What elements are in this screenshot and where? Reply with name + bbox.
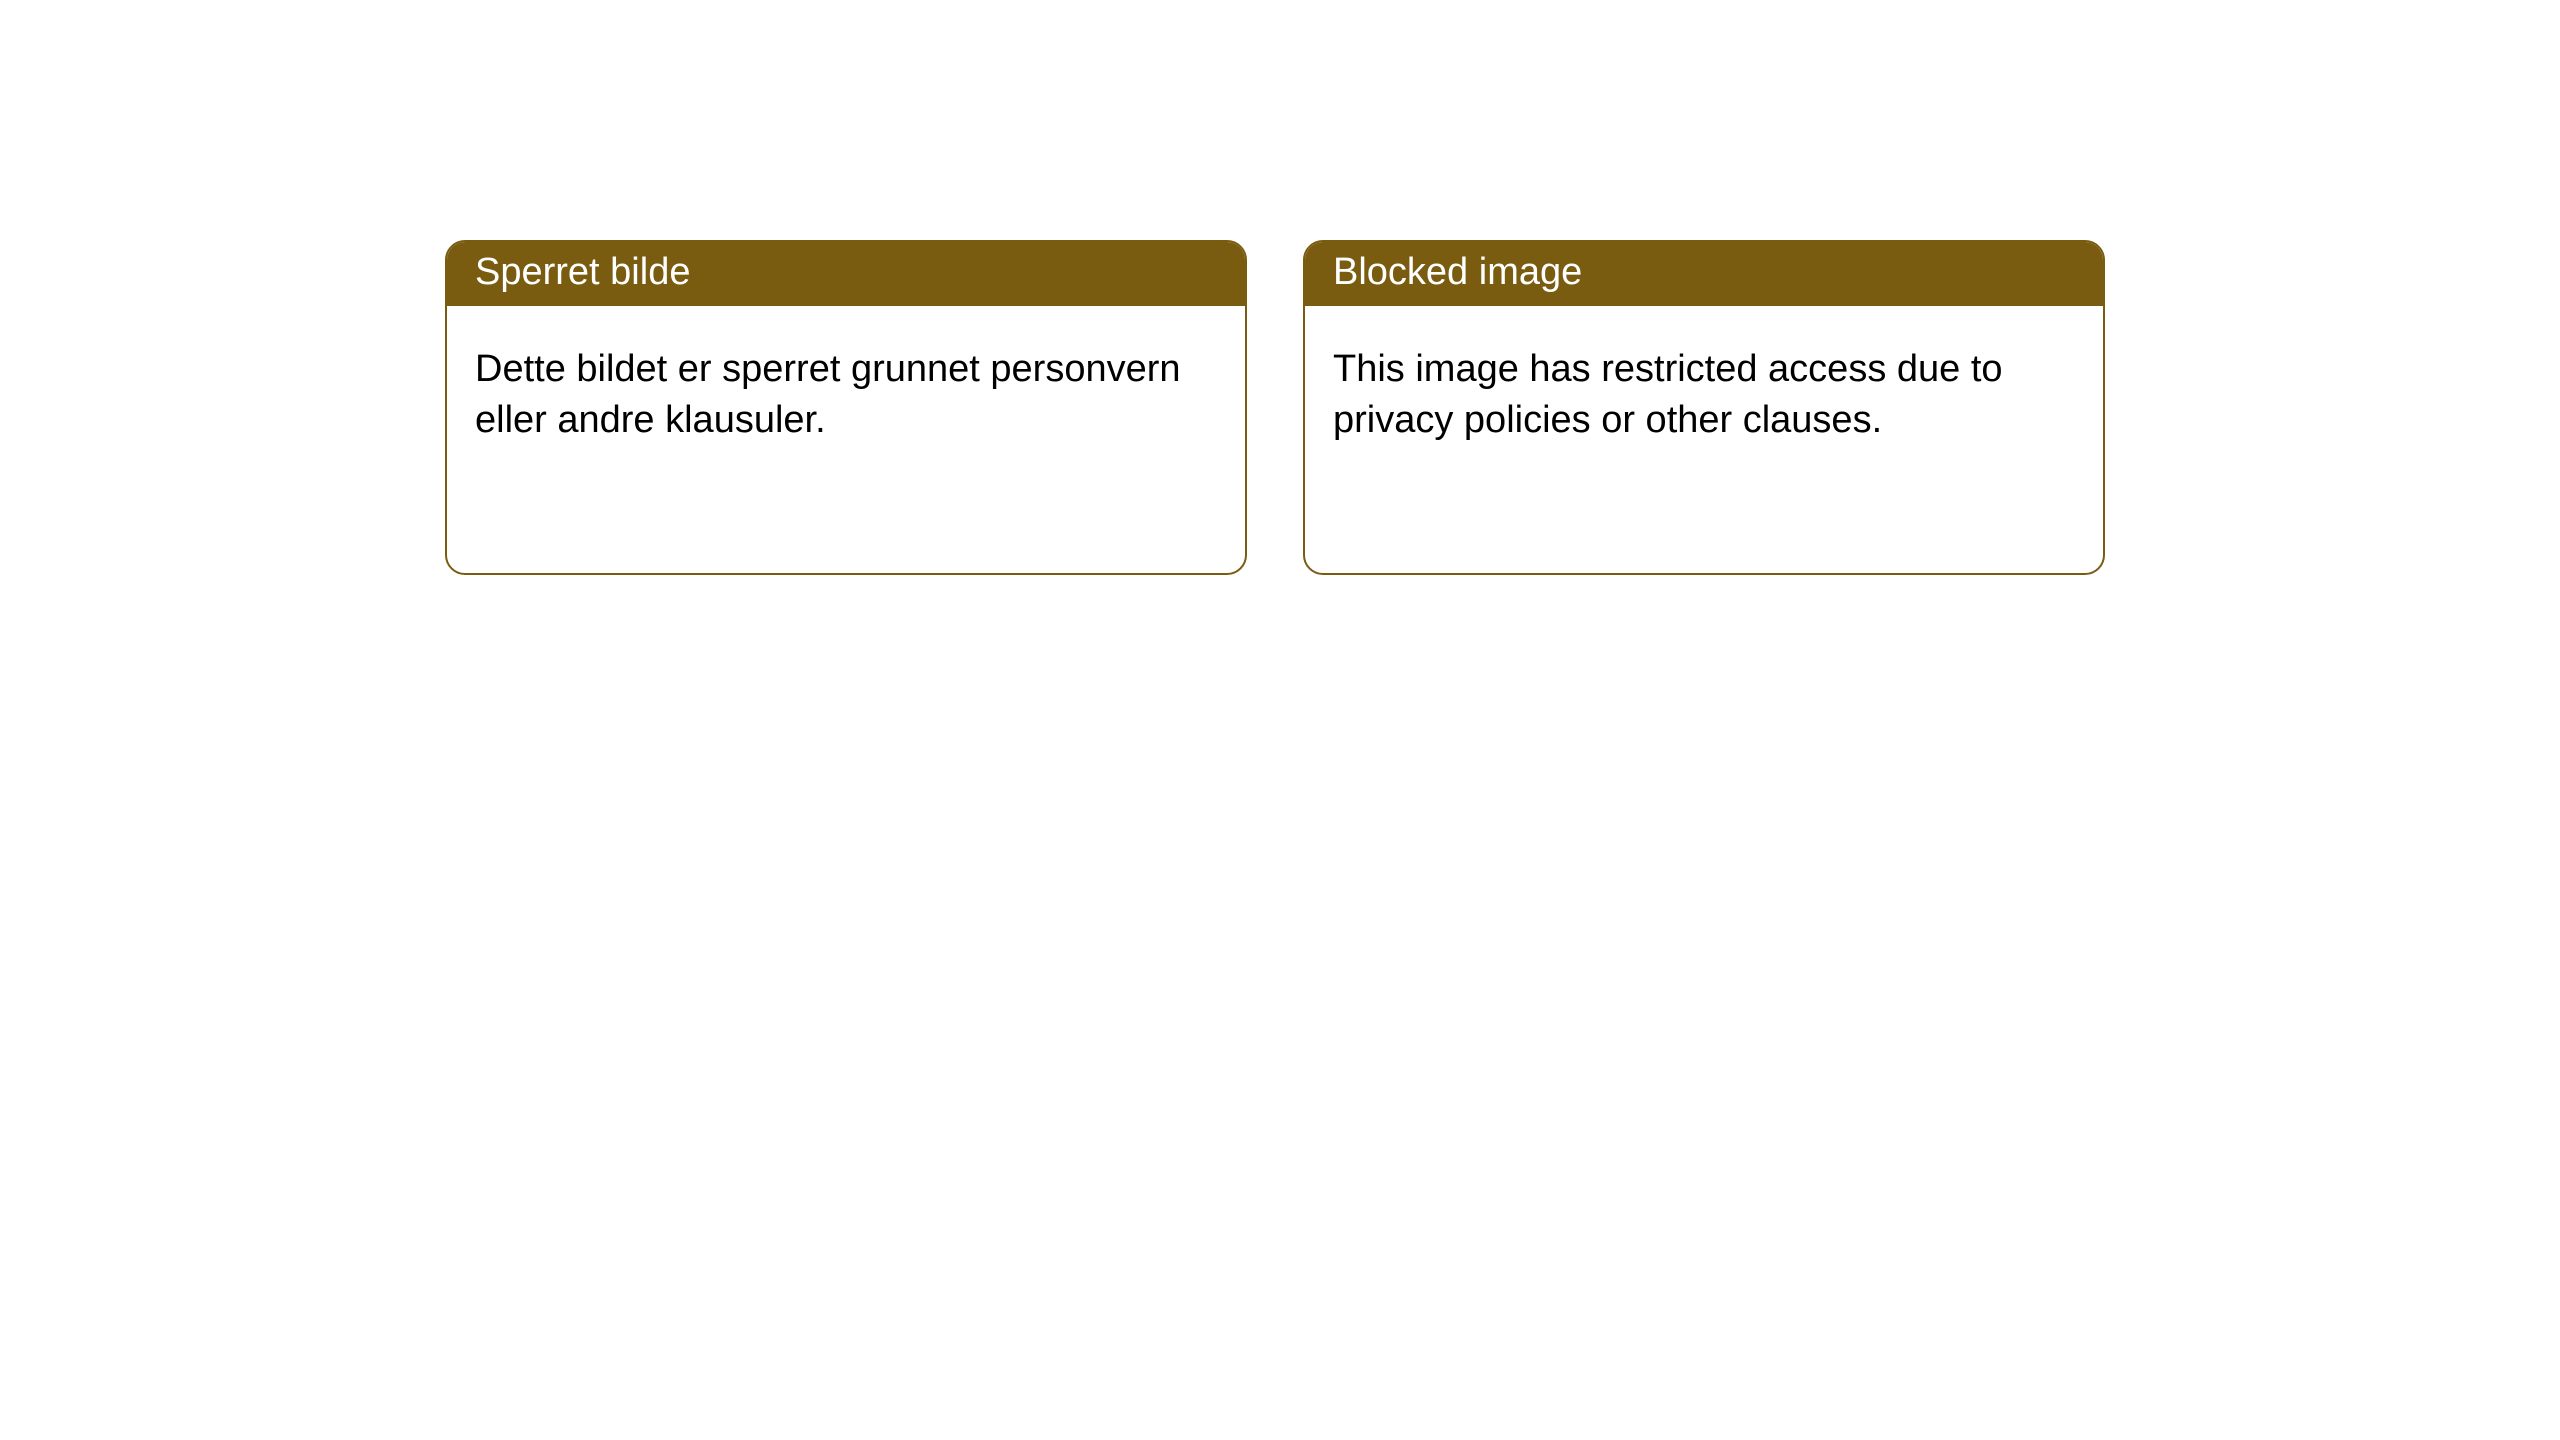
- card-norwegian: Sperret bilde Dette bildet er sperret gr…: [445, 240, 1247, 575]
- card-body-text: This image has restricted access due to …: [1333, 348, 2003, 441]
- card-header: Sperret bilde: [447, 242, 1245, 306]
- cards-container: Sperret bilde Dette bildet er sperret gr…: [445, 240, 2560, 575]
- card-body: This image has restricted access due to …: [1305, 306, 2103, 485]
- card-title: Blocked image: [1333, 251, 1582, 293]
- card-header: Blocked image: [1305, 242, 2103, 306]
- card-body-text: Dette bildet er sperret grunnet personve…: [475, 348, 1181, 441]
- card-body: Dette bildet er sperret grunnet personve…: [447, 306, 1245, 485]
- card-english: Blocked image This image has restricted …: [1303, 240, 2105, 575]
- card-title: Sperret bilde: [475, 251, 690, 293]
